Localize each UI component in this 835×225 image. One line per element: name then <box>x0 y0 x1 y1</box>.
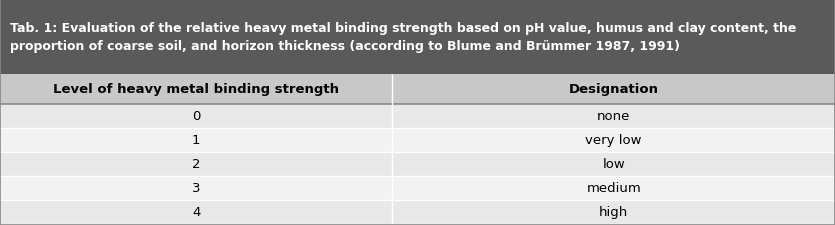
Bar <box>0 128 392 152</box>
Text: 0: 0 <box>192 110 200 123</box>
Text: Designation: Designation <box>569 83 659 96</box>
Text: none: none <box>597 110 630 123</box>
Text: 1: 1 <box>192 134 200 147</box>
Text: high: high <box>599 206 629 218</box>
Bar <box>392 224 835 225</box>
Bar <box>0 224 392 225</box>
Text: 4: 4 <box>192 206 200 218</box>
Text: Tab. 1: Evaluation of the relative heavy metal binding strength based on pH valu: Tab. 1: Evaluation of the relative heavy… <box>10 22 797 52</box>
Text: very low: very low <box>585 134 642 147</box>
Bar <box>0 0 835 75</box>
Bar <box>392 105 835 128</box>
Text: 2: 2 <box>192 158 200 171</box>
Bar <box>392 75 835 105</box>
Text: medium: medium <box>586 182 641 195</box>
Bar <box>0 105 392 128</box>
Text: Level of heavy metal binding strength: Level of heavy metal binding strength <box>53 83 339 96</box>
Text: 3: 3 <box>192 182 200 195</box>
Bar <box>392 176 835 200</box>
Bar <box>0 152 392 176</box>
Bar <box>392 152 835 176</box>
Bar <box>0 176 392 200</box>
Text: low: low <box>602 158 625 171</box>
Bar <box>0 200 392 224</box>
Bar <box>0 75 392 105</box>
Bar <box>392 200 835 224</box>
Bar <box>392 128 835 152</box>
